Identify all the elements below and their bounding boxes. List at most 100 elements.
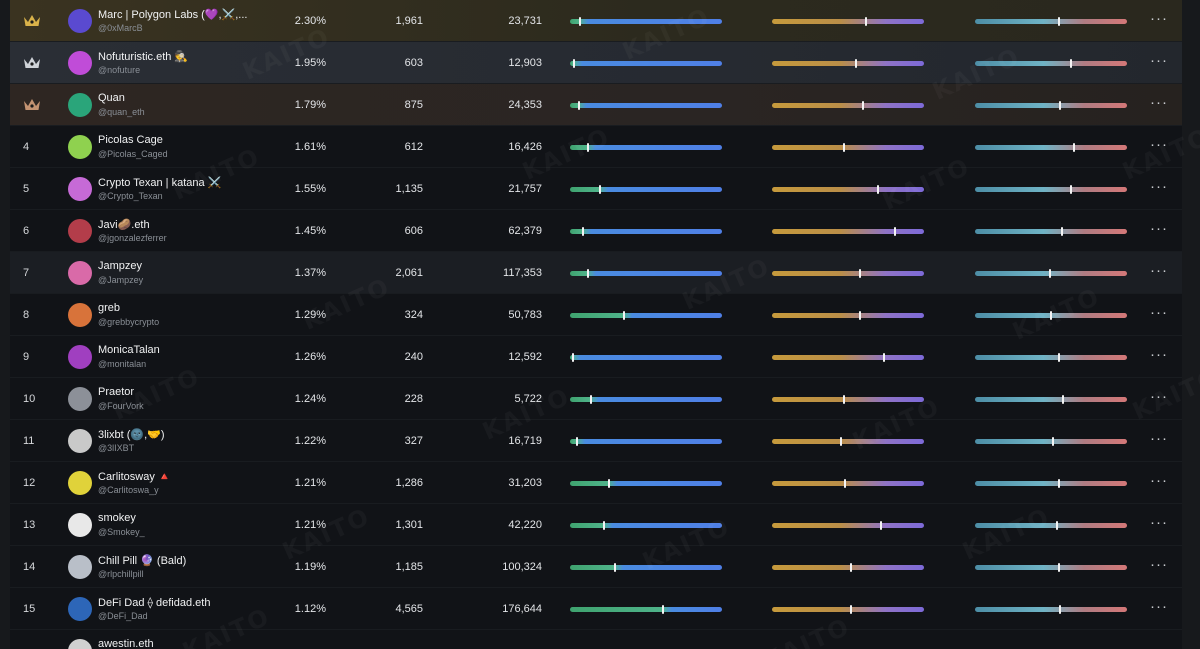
rank-number: 7 [23, 267, 30, 279]
rank-number: 6 [23, 225, 30, 237]
stat-total: 16,426 [508, 141, 542, 153]
avatar[interactable] [68, 177, 92, 201]
user-name[interactable]: Crypto Texan | katana ⚔️ [98, 177, 222, 189]
mindshare-percent: 1.19% [294, 561, 326, 573]
score-bar-1 [570, 143, 722, 152]
table-row[interactable]: 9 MonicaTalan @monitalan 1.26% 240 12,592 ··· [10, 336, 1182, 378]
avatar[interactable] [68, 93, 92, 117]
mindshare-percent: 1.55% [294, 183, 326, 195]
score-bar-1 [570, 353, 722, 362]
table-row[interactable]: awestin.eth [10, 630, 1182, 649]
score-bar-2 [772, 437, 924, 446]
table-row[interactable]: 15 DeFi Dad ⟠ defidad.eth @DeFi_Dad 1.12% 4,… [10, 588, 1182, 630]
table-row[interactable]: Quan @quan_eth 1.79% 875 24,353 ··· [10, 84, 1182, 126]
more-options-icon[interactable]: ··· [1150, 262, 1168, 279]
mindshare-percent: 1.29% [294, 309, 326, 321]
avatar[interactable] [68, 219, 92, 243]
avatar[interactable] [68, 639, 92, 649]
score-marker [839, 437, 842, 446]
score-bar-2 [772, 521, 924, 530]
table-row[interactable]: 13 smokey @Smokey_ 1.21% 1,301 42,220 ··· [10, 504, 1182, 546]
user-name[interactable]: MonicaTalan [98, 344, 160, 356]
user-name[interactable]: Picolas Cage [98, 134, 163, 146]
more-options-icon[interactable]: ··· [1150, 52, 1168, 69]
avatar[interactable] [68, 597, 92, 621]
score-bar-1 [570, 311, 722, 320]
user-handle: @FourVork [98, 401, 144, 411]
rank-number: 12 [23, 477, 36, 489]
more-options-icon[interactable]: ··· [1150, 304, 1168, 321]
avatar[interactable] [68, 555, 92, 579]
user-handle: @jgonzalezferrer [98, 233, 167, 243]
table-row[interactable]: Marc | Polygon Labs (💜,⚔️,... @0xMarcB 2.3… [10, 0, 1182, 42]
score-marker [1059, 605, 1061, 614]
avatar[interactable] [68, 471, 92, 495]
user-name[interactable]: Marc | Polygon Labs (💜,⚔️,... [98, 9, 248, 21]
more-options-icon[interactable]: ··· [1150, 430, 1168, 447]
more-options-icon[interactable]: ··· [1150, 10, 1168, 27]
user-name[interactable]: Jampzey [98, 260, 143, 272]
score-bar-2 [772, 479, 924, 488]
score-marker [579, 17, 581, 26]
avatar[interactable] [68, 135, 92, 159]
more-options-icon[interactable]: ··· [1150, 136, 1168, 153]
more-options-icon[interactable]: ··· [1150, 94, 1168, 111]
table-row[interactable]: 11 3lixbt (🌚,🤝) @3lIXBT 1.22% 327 16,719 ··· [10, 420, 1182, 462]
user-name[interactable]: Javi🥔.eth [98, 219, 150, 231]
user-name[interactable]: Praetor [98, 386, 135, 398]
avatar[interactable] [68, 303, 92, 327]
score-bar-3 [975, 521, 1127, 530]
user-name[interactable]: smokey [98, 512, 136, 524]
score-marker [1069, 59, 1072, 68]
user-name[interactable]: Chill Pill 🔮 (Bald) [98, 555, 187, 567]
stat-count: 1,135 [395, 183, 423, 195]
rank-number: 5 [23, 183, 30, 195]
avatar[interactable] [68, 261, 92, 285]
more-options-icon[interactable]: ··· [1150, 346, 1168, 363]
stat-total: 100,324 [502, 561, 542, 573]
avatar[interactable] [68, 51, 92, 75]
stat-total: 42,220 [508, 519, 542, 531]
score-marker [1056, 521, 1058, 530]
more-options-icon[interactable]: ··· [1150, 220, 1168, 237]
stat-count: 875 [404, 99, 423, 111]
avatar[interactable] [68, 9, 92, 33]
avatar[interactable] [68, 387, 92, 411]
leaderboard-table: Marc | Polygon Labs (💜,⚔️,... @0xMarcB 2.3… [10, 0, 1182, 649]
table-row[interactable]: 7 Jampzey @Jampzey 1.37% 2,061 117,353 ··· [10, 252, 1182, 294]
score-bar-3 [975, 59, 1127, 68]
user-handle: @DeFi_Dad [98, 611, 148, 621]
user-name[interactable]: greb [98, 302, 121, 314]
score-bar-3 [975, 227, 1127, 236]
more-options-icon[interactable]: ··· [1150, 178, 1168, 195]
more-options-icon[interactable]: ··· [1150, 556, 1168, 573]
user-name[interactable]: Carlitosway 🔺 [98, 471, 172, 483]
avatar[interactable] [68, 513, 92, 537]
more-options-icon[interactable]: ··· [1150, 514, 1168, 531]
table-row[interactable]: 8 greb @grebbycrypto 1.29% 324 50,783 ··· [10, 294, 1182, 336]
score-bar-3 [975, 101, 1127, 110]
table-row[interactable]: 5 Crypto Texan | katana ⚔️ @Crypto_Texan 1.… [10, 168, 1182, 210]
crown-icon [22, 97, 42, 113]
table-row[interactable]: 6 Javi🥔.eth @jgonzalezferrer 1.45% 606 62,379… [10, 210, 1182, 252]
user-name[interactable]: awestin.eth [98, 638, 154, 649]
table-row[interactable]: 10 Praetor @FourVork 1.24% 228 5,722 ··· [10, 378, 1182, 420]
user-name[interactable]: Quan [98, 92, 125, 104]
table-row[interactable]: Nofuturistic.eth 🕵 @nofuture 1.95% 603 12,90… [10, 42, 1182, 84]
user-name[interactable]: Nofuturistic.eth 🕵 [98, 51, 189, 63]
mindshare-percent: 1.95% [294, 57, 326, 69]
table-row[interactable]: 14 Chill Pill 🔮 (Bald) @rlpchillpill 1.19% 1… [10, 546, 1182, 588]
more-options-icon[interactable]: ··· [1150, 472, 1168, 489]
avatar[interactable] [68, 345, 92, 369]
table-row[interactable]: 4 Picolas Cage @Picolas_Caged 1.61% 612 16,42… [10, 126, 1182, 168]
mindshare-percent: 1.26% [294, 351, 326, 363]
user-name[interactable]: 3lixbt (🌚,🤝) [98, 429, 165, 441]
stat-total [480, 630, 542, 649]
more-options-icon[interactable]: ··· [1150, 598, 1168, 615]
score-bar-1 [570, 479, 722, 488]
stat-total: 23,731 [508, 15, 542, 27]
user-name[interactable]: DeFi Dad ⟠ defidad.eth [98, 597, 211, 609]
table-row[interactable]: 12 Carlitosway 🔺 @Carlitoswa_y 1.21% 1,286 31… [10, 462, 1182, 504]
more-options-icon[interactable]: ··· [1150, 388, 1168, 405]
avatar[interactable] [68, 429, 92, 453]
